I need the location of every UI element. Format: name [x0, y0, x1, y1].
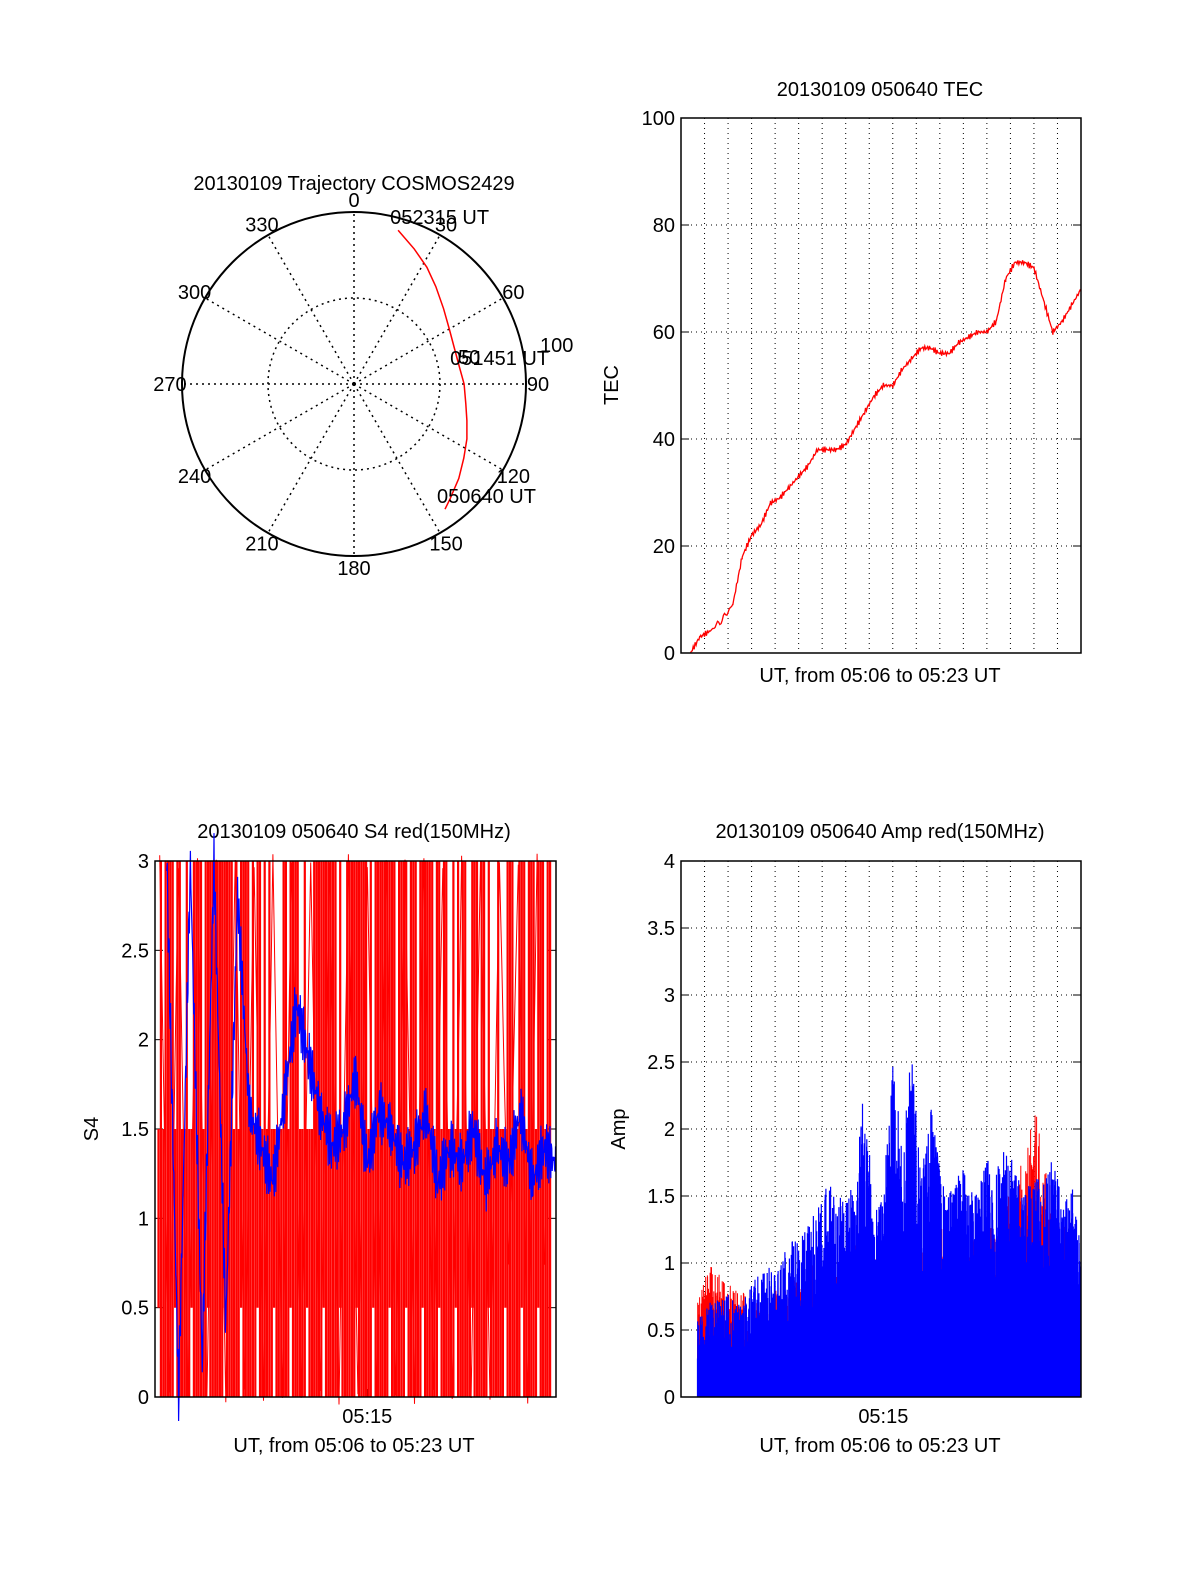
- polar-angle-label: 30: [435, 215, 457, 237]
- y-tick-label: 100: [642, 108, 675, 130]
- polar-title: 20130109 Trajectory COSMOS2429: [193, 173, 514, 195]
- y-tick-label: 4: [664, 851, 675, 873]
- y-tick-label: 2: [138, 1030, 149, 1052]
- polar-angle-label: 240: [178, 466, 211, 488]
- y-tick-label: 0: [664, 1387, 675, 1409]
- tec-xlabel: UT, from 05:06 to 05:23 UT: [759, 665, 1000, 687]
- s4-blue-series: [166, 833, 557, 1422]
- polar-angle-label: 0: [348, 190, 359, 212]
- y-tick-label: 1.5: [121, 1119, 149, 1141]
- y-tick-label: 2.5: [647, 1052, 675, 1074]
- y-tick-label: 3.5: [647, 918, 675, 940]
- polar-angle-label: 300: [178, 282, 211, 304]
- y-tick-label: 3: [138, 851, 149, 873]
- amp-blue-fill: [697, 1276, 1081, 1397]
- x-tick-label: 05:15: [858, 1406, 908, 1428]
- polar-spoke: [353, 383, 441, 534]
- polar-outer-circle: [181, 211, 527, 557]
- polar-angle-label: 60: [502, 282, 524, 304]
- y-tick-label: 1: [138, 1208, 149, 1230]
- tec-series-line: [689, 260, 1082, 654]
- s4-panel: 20130109 050640 S4 red(150MHz) S4 UT, fr…: [81, 821, 557, 1457]
- polar-spoke: [353, 297, 504, 385]
- trajectory-time-label: 051451 UT: [450, 348, 549, 370]
- polar-labels: 0 30 60 90 120 150 180 210 240 270 300 330 50 100 0523…: [153, 190, 573, 580]
- polar-angle-label: 180: [337, 558, 370, 580]
- s4-ylabel: S4: [81, 1117, 103, 1141]
- polar-spoke: [204, 297, 355, 385]
- amp-plot: 0 0.5 1 1.5 2 2.5 3 3.5 4 05:15: [647, 851, 1082, 1428]
- plot-frame: [154, 860, 557, 1398]
- y-tick-label: 3: [664, 985, 675, 1007]
- y-tick-label: 20: [653, 536, 675, 558]
- y-tick-label: 2: [664, 1119, 675, 1141]
- polar-spoke: [267, 383, 355, 534]
- plot-frame: [680, 860, 1082, 1398]
- tec-panel: 20130109 050640 TEC TEC UT, from 05:06 t…: [601, 79, 1082, 687]
- trajectory-time-label: 050640 UT: [437, 486, 536, 508]
- amp-ylabel: Amp: [608, 1108, 630, 1149]
- s4-plot: 0 0.5 1 1.5 2 2.5 3 05:15: [121, 833, 557, 1428]
- y-tick-label: 60: [653, 322, 675, 344]
- y-tick-label: 1.5: [647, 1186, 675, 1208]
- polar-angle-label: 150: [429, 533, 462, 555]
- polar-grid: [181, 211, 527, 557]
- tec-title: 20130109 050640 TEC: [777, 79, 983, 101]
- amp-title: 20130109 050640 Amp red(150MHz): [715, 821, 1044, 843]
- polar-angle-label: 270: [153, 374, 186, 396]
- polar-angle-label: 210: [245, 533, 278, 555]
- polar-radius-label: 50: [458, 347, 480, 369]
- s4-xlabel: UT, from 05:06 to 05:23 UT: [233, 1435, 474, 1457]
- y-tick-label: 2.5: [121, 940, 149, 962]
- amp-xlabel: UT, from 05:06 to 05:23 UT: [759, 1435, 1000, 1457]
- y-tick-label: 0: [138, 1387, 149, 1409]
- y-tick-label: 1: [664, 1253, 675, 1275]
- s4-red-trace: [159, 853, 545, 1405]
- plot-frame: [680, 117, 1082, 654]
- amp-panel: 20130109 050640 Amp red(150MHz) Amp UT, …: [608, 821, 1082, 1457]
- y-tick-label: 0.5: [647, 1320, 675, 1342]
- s4-title: 20130109 050640 S4 red(150MHz): [197, 821, 511, 843]
- tec-plot: 0 20 40 60 80 100: [642, 108, 1082, 665]
- polar-track: [397, 229, 468, 510]
- polar-spoke: [353, 234, 441, 385]
- y-tick-label: 80: [653, 215, 675, 237]
- tec-ylabel: TEC: [601, 365, 623, 405]
- polar-spoke: [353, 383, 504, 471]
- x-tick-label: 05:15: [342, 1406, 392, 1428]
- polar-spoke: [267, 234, 355, 385]
- polar-angle-label: 330: [245, 215, 278, 237]
- polar-spoke: [204, 383, 355, 471]
- polar-angle-label: 120: [497, 466, 530, 488]
- polar-angle-label: 90: [527, 374, 549, 396]
- polar-panel: 20130109 Trajectory COSMOS2429 0 30 60 90 12…: [153, 173, 573, 580]
- y-tick-label: 0.5: [121, 1298, 149, 1320]
- y-tick-label: 40: [653, 429, 675, 451]
- trajectory-time-label: 052315 UT: [390, 207, 489, 229]
- polar-radius-label: 100: [540, 335, 573, 357]
- trajectory-line: [397, 229, 468, 510]
- y-tick-label: 0: [664, 643, 675, 665]
